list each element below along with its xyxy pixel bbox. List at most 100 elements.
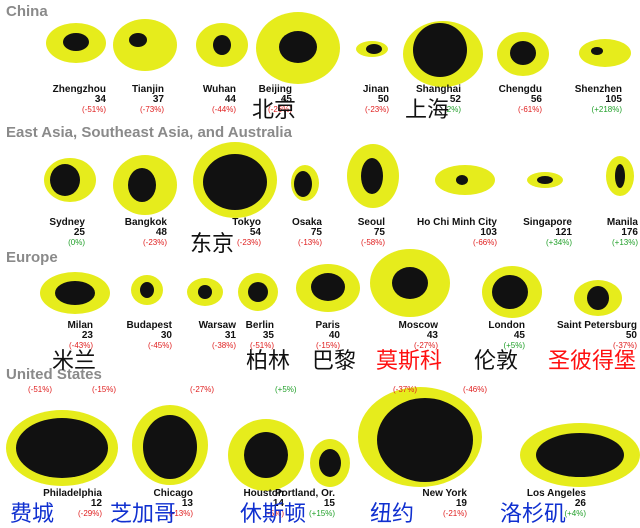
jinan-value: 50 [377,94,389,105]
houston-chinese-label: 休斯顿 [240,502,307,527]
us-stray-change: (+5%) [275,385,297,394]
manila-value: 176 [621,227,638,238]
paris-value: 40 [328,330,340,341]
stpetersburg-chinese-label: 圣彼得堡 [548,349,637,374]
warsaw-city-name: Warsaw [198,320,236,331]
shenzhen-city-name: Shenzhen [574,84,622,95]
tokyo-map [193,142,277,218]
singapore-city-name: Singapore [523,217,572,228]
manila-city-name: Manila [606,217,638,228]
singapore-change: (+34%) [545,238,572,247]
section-title-china: China [6,3,48,20]
moscow-city-name: Moscow [398,320,438,331]
chengdu-value: 56 [530,94,542,105]
manila-map [606,156,634,196]
berlin-value: 35 [262,330,274,341]
us-stray-change: (-37%) [393,385,418,394]
chicago-change: (-13%) [168,509,193,518]
moscow-map [370,249,450,317]
philadelphia-map [6,410,118,486]
chengdu-city-name: Chengdu [498,84,542,95]
seoul-change: (-58%) [360,238,385,247]
houston-change: (-5%) [264,509,284,518]
beijing-city-name: Beijing [258,84,292,95]
losangeles-chinese-label: 洛杉矶 [500,502,567,527]
us-stray-change: (-27%) [190,385,215,394]
moscow-value: 43 [426,330,438,341]
portland-value: 15 [323,498,335,509]
milan-value: 23 [81,330,93,341]
london-value: 45 [513,330,525,341]
london-change: (+5%) [503,341,525,350]
shanghai-city-name: Shanghai [415,84,461,95]
stpetersburg-value: 50 [625,330,637,341]
warsaw-value: 31 [224,330,236,341]
sydney-change: (0%) [68,238,85,247]
tokyo-value: 54 [249,227,261,238]
osaka-city-name: Osaka [291,217,322,228]
beijing-change: (-26%) [267,105,292,114]
hochiminh-city-name: Ho Chi Minh City [417,217,497,228]
shenzhen-map [579,39,631,67]
portland-change: (+15%) [308,509,335,518]
losangeles-change: (+4%) [564,509,586,518]
section-title-europe: Europe [6,249,58,266]
tianjin-change: (-73%) [139,105,164,114]
london-city-name: London [488,320,525,331]
budapest-value: 30 [160,330,172,341]
bangkok-value: 48 [155,227,167,238]
chicago-chinese-label: 芝加哥 [110,502,177,527]
tokyo-chinese-label: 东京 [190,232,235,257]
stpetersburg-city-name: Saint Petersburg [556,320,637,331]
newyork-city-name: New York [422,488,467,499]
tokyo-change: (-23%) [236,238,261,247]
zhengzhou-value: 34 [94,94,106,105]
wuhan-change: (-44%) [211,105,236,114]
portland-city-name: Portland, Or. [274,488,335,499]
manila-change: (+13%) [611,238,638,247]
portland-map [310,439,350,487]
beijing-value: 45 [280,94,292,105]
sydney-city-name: Sydney [49,217,85,228]
shenzhen-value: 105 [605,94,622,105]
philadelphia-chinese-label: 费城 [10,502,55,527]
philadelphia-city-name: Philadelphia [43,488,102,499]
section-title-us: United States [6,366,102,383]
bangkok-change: (-23%) [142,238,167,247]
shanghai-chinese-label: 上海 [405,98,450,123]
beijing-chinese-label: 北京 [252,98,297,123]
seoul-map [347,144,399,208]
osaka-change: (-13%) [297,238,322,247]
sydney-map [44,158,96,202]
zhengzhou-change: (-51%) [81,105,106,114]
tokyo-city-name: Tokyo [232,217,261,228]
paris-change: (-15%) [315,341,340,350]
jinan-city-name: Jinan [362,84,389,95]
newyork-change: (-21%) [442,509,467,518]
warsaw-change: (-38%) [211,341,236,350]
berlin-city-name: Berlin [245,320,274,331]
chicago-value: 13 [181,498,193,509]
berlin-map [238,273,278,311]
milan-chinese-label: 米兰 [52,349,97,374]
wuhan-value: 44 [224,94,236,105]
stpetersburg-map [574,280,622,316]
chengdu-map [497,32,549,76]
zhengzhou-map [46,23,106,63]
london-map [482,266,542,318]
tianjin-city-name: Tianjin [131,84,164,95]
jinan-map [356,41,388,57]
losangeles-value: 26 [574,498,586,509]
philadelphia-value: 12 [90,498,102,509]
us-stray-change: (-46%) [463,385,488,394]
budapest-city-name: Budapest [126,320,172,331]
sydney-value: 25 [73,227,85,238]
singapore-value: 121 [555,227,572,238]
singapore-map [527,172,563,188]
berlin-change: (-51%) [249,341,274,350]
hochiminh-value: 103 [480,227,497,238]
tianjin-map [113,19,177,71]
bangkok-city-name: Bangkok [124,217,167,228]
bangkok-map [113,155,177,215]
